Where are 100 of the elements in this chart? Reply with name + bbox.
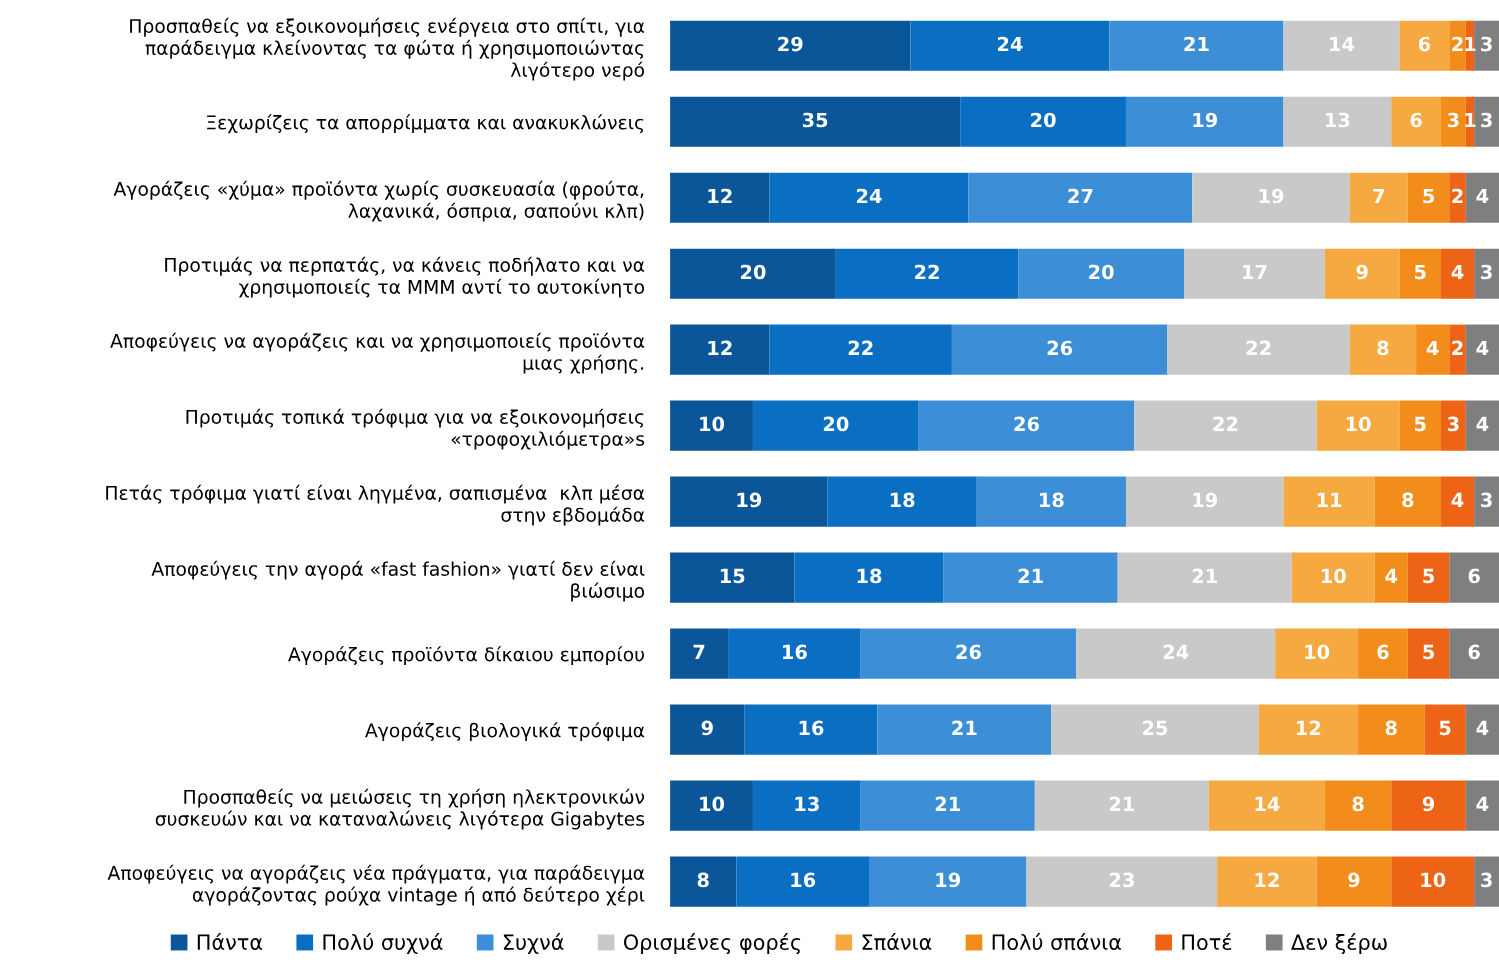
y-tick-label: Πετάς τρόφιμα γιατί είναι ληγμένα, σαπισμένα κλπ μέσα στην εβδομάδα	[106, 484, 645, 526]
y-tick-label: Αποφεύγεις την αγορά «fast fashion» γιατί δεν είναι βιώσιμο	[151, 560, 645, 602]
data-label: 16	[791, 872, 816, 888]
data-label: 8	[1352, 796, 1364, 812]
data-label: 4	[1476, 188, 1489, 204]
bar	[670, 248, 836, 299]
bar	[1391, 96, 1441, 147]
y-tick-label: Αγοράζεις «χύμα» προϊόντα χωρίς συσκευασία (φρούτα, λαχανικά, όσπρια, σαπούνι κλπ)	[113, 180, 644, 222]
bar	[744, 704, 878, 755]
bar	[1051, 704, 1259, 755]
data-label: 10	[1421, 872, 1446, 888]
data-label: 4	[1476, 340, 1489, 356]
bar	[835, 248, 1019, 299]
legend-label: Δεν ξέρω	[1291, 933, 1387, 955]
bar	[1109, 20, 1284, 71]
bar	[1407, 172, 1450, 223]
data-label: 6	[1468, 568, 1480, 584]
bar	[1449, 628, 1499, 679]
bar	[1449, 324, 1466, 375]
bar	[1465, 704, 1499, 755]
bar	[670, 324, 770, 375]
data-label: 8	[1402, 492, 1414, 508]
data-label: 10	[1305, 644, 1330, 660]
bar	[1399, 400, 1441, 451]
bar	[860, 780, 1035, 831]
bar	[968, 172, 1193, 223]
data-label: 8	[1385, 720, 1397, 736]
data-label: 5	[1423, 568, 1434, 584]
data-label: 3	[1481, 872, 1492, 888]
legend-label: Πάντα	[197, 933, 263, 950]
bar	[1117, 552, 1292, 603]
bar	[736, 856, 869, 907]
data-label: 27	[1068, 188, 1093, 204]
data-label: 16	[783, 644, 807, 660]
bar	[769, 172, 969, 223]
data-label: 2	[1452, 340, 1463, 356]
bar	[1034, 780, 1209, 831]
bar	[1440, 400, 1466, 451]
bar	[960, 96, 1126, 147]
bar	[1192, 172, 1350, 223]
data-label: 19	[1193, 112, 1218, 128]
bar	[1440, 248, 1475, 299]
bar	[1465, 324, 1499, 375]
data-label: 20	[823, 416, 849, 432]
bar	[1026, 856, 1218, 907]
data-label: 9	[1356, 264, 1368, 280]
bar	[1283, 96, 1392, 147]
bar	[1391, 856, 1475, 907]
data-label: 29	[778, 36, 803, 52]
data-label: 12	[708, 340, 732, 356]
bar	[670, 172, 770, 223]
bar	[670, 552, 795, 603]
bar	[1440, 96, 1466, 147]
data-label: 26	[956, 644, 981, 660]
bar	[1465, 172, 1499, 223]
data-label: 8	[1377, 340, 1389, 356]
data-label: 18	[857, 568, 882, 584]
bar	[1283, 20, 1400, 71]
bar	[1374, 552, 1408, 603]
data-label: 12	[708, 188, 732, 204]
bar	[1449, 172, 1466, 223]
bar	[670, 96, 961, 147]
y-tick-label: Αποφεύγεις να αγοράζεις και να χρησιμοποιείς προϊόντα μιας χρήσης.	[110, 332, 645, 374]
legend-label: Συχνά	[503, 933, 564, 955]
y-tick-label: Προσπαθείς να μειώσεις τη χρήση ηλεκτρονικών συσκευών και να καταναλώνεις λιγότερα Gigabytes	[155, 788, 645, 830]
bar	[670, 400, 753, 451]
data-label: 6	[1418, 36, 1431, 52]
bar	[670, 20, 911, 71]
y-tick-label: Προτιμάς να περπατάς, να κάνεις ποδήλατο και να χρησιμοποιείς τα ΜΜΜ αντί το αυτοκίνητο	[165, 256, 645, 298]
bar	[769, 324, 952, 375]
bar	[670, 780, 753, 831]
data-label: 5	[1423, 188, 1434, 204]
bar	[877, 704, 1052, 755]
data-label: 16	[799, 720, 824, 736]
data-label: 3	[1481, 36, 1492, 52]
data-label: 4	[1476, 416, 1489, 432]
data-label: 7	[693, 644, 705, 660]
data-label: 13	[795, 796, 819, 812]
bar	[1258, 704, 1359, 755]
bar	[976, 476, 1126, 527]
bar	[1358, 704, 1425, 755]
bar	[1407, 628, 1450, 679]
bar	[1134, 400, 1317, 451]
data-label: 3	[1447, 416, 1459, 432]
data-label: 6	[1377, 644, 1389, 660]
bar	[752, 400, 919, 451]
bar	[1449, 20, 1466, 71]
data-label: 12	[1255, 872, 1279, 887]
bar	[670, 476, 828, 527]
data-label: 22	[848, 340, 873, 356]
data-label: 5	[1414, 264, 1426, 280]
data-label: 20	[1089, 264, 1114, 280]
bar	[943, 552, 1118, 603]
legend-label: Ορισμένες φορές	[623, 933, 801, 955]
y-tick-label: Προτιμάς τοπικά τρόφιμα για να εξοικονομήσεις «τροφοχιλιόμετρα»s	[186, 408, 645, 450]
data-label: 9	[1348, 872, 1360, 888]
bar	[1440, 476, 1475, 527]
bar	[1424, 704, 1466, 755]
data-label: 4	[1476, 796, 1489, 811]
data-label: 4	[1451, 492, 1464, 508]
